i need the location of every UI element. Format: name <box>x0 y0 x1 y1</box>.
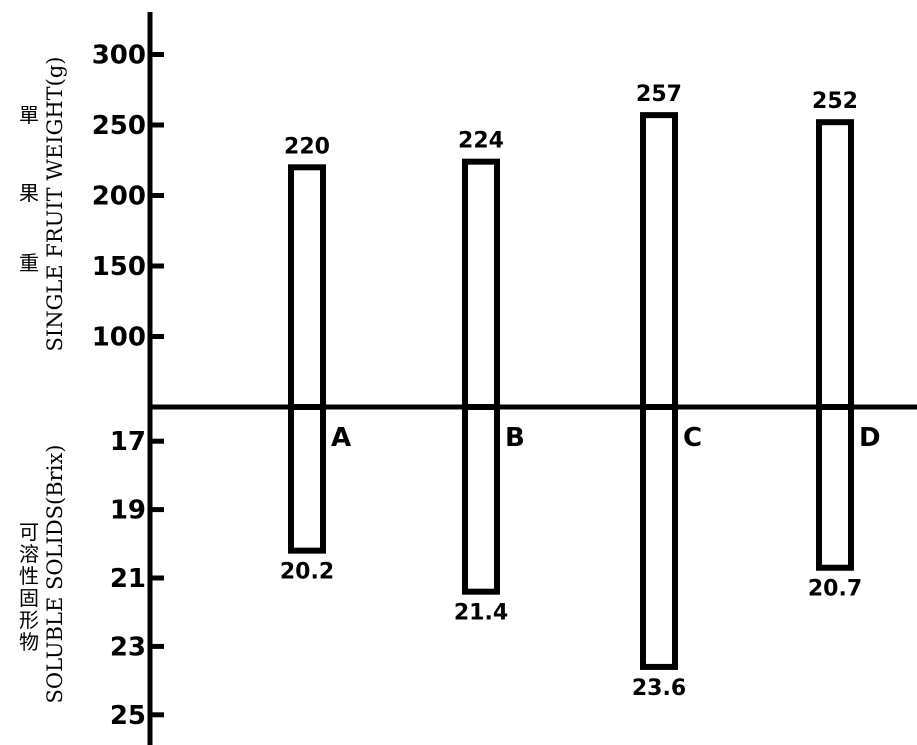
top-bar <box>816 119 854 411</box>
category-label: C <box>683 423 702 453</box>
top-bar <box>462 158 500 410</box>
bottom-ylabel-cjk-char: 固 <box>19 586 39 610</box>
top-data-label: 257 <box>636 82 682 107</box>
bottom-bar <box>462 404 500 595</box>
top-axis-ticks: 100 150 200 250 300 <box>92 41 164 353</box>
top-bar <box>640 112 678 410</box>
bottom-ylabel-cjk-char: 物 <box>19 630 39 654</box>
top-ylabel: SINGLE FRUIT WEIGHT(g) <box>43 57 67 352</box>
bottom-axis-ticks: 17 19 21 23 25 <box>110 427 164 731</box>
bottom-tick-label: 23 <box>110 632 146 662</box>
category-label: A <box>331 423 351 453</box>
bottom-bar <box>816 404 854 571</box>
bottom-data-label: 23.6 <box>632 676 686 701</box>
bottom-data-label: 21.4 <box>454 601 508 626</box>
top-ylabel-cjk-1: 單 <box>19 103 39 127</box>
top-ylabel-cjk-2: 果 <box>19 181 39 205</box>
top-tick-label: 300 <box>92 41 146 71</box>
bottom-ylabel-cjk-char: 性 <box>19 564 39 588</box>
bottom-bar <box>288 404 326 554</box>
top-tick-label: 250 <box>92 111 146 141</box>
category-label: D <box>859 423 881 453</box>
top-data-label: 220 <box>284 134 330 159</box>
bottom-data-label: 20.7 <box>808 577 862 602</box>
top-ylabel-cjk-3: 重 <box>19 251 39 275</box>
top-data-label: 252 <box>812 89 858 114</box>
top-bar <box>288 164 326 410</box>
top-tick-label: 150 <box>92 252 146 282</box>
bottom-tick-label: 19 <box>110 496 146 526</box>
bottom-data-label: 20.2 <box>280 560 334 585</box>
top-tick-label: 200 <box>92 182 146 212</box>
top-data-label: 224 <box>458 129 504 154</box>
bar-labels: 220 20.2 A 224 21.4 B 257 23.6 C 252 20.7 D <box>280 82 881 701</box>
category-label: B <box>505 423 525 453</box>
top-tick-label: 100 <box>92 323 146 353</box>
bottom-tick-label: 17 <box>110 427 146 457</box>
bottom-tick-label: 21 <box>110 564 146 594</box>
bottom-ylabel: SOLUBLE SOLIDS(Brix) <box>43 445 67 704</box>
bottom-ylabel-cjk-char: 形 <box>19 608 39 632</box>
bottom-tick-label: 25 <box>110 701 146 731</box>
bars <box>288 112 854 670</box>
bottom-ylabel-cjk-char: 可 <box>19 520 39 544</box>
bottom-bar <box>640 404 678 670</box>
bottom-ylabel-cjk-char: 溶 <box>19 542 39 566</box>
